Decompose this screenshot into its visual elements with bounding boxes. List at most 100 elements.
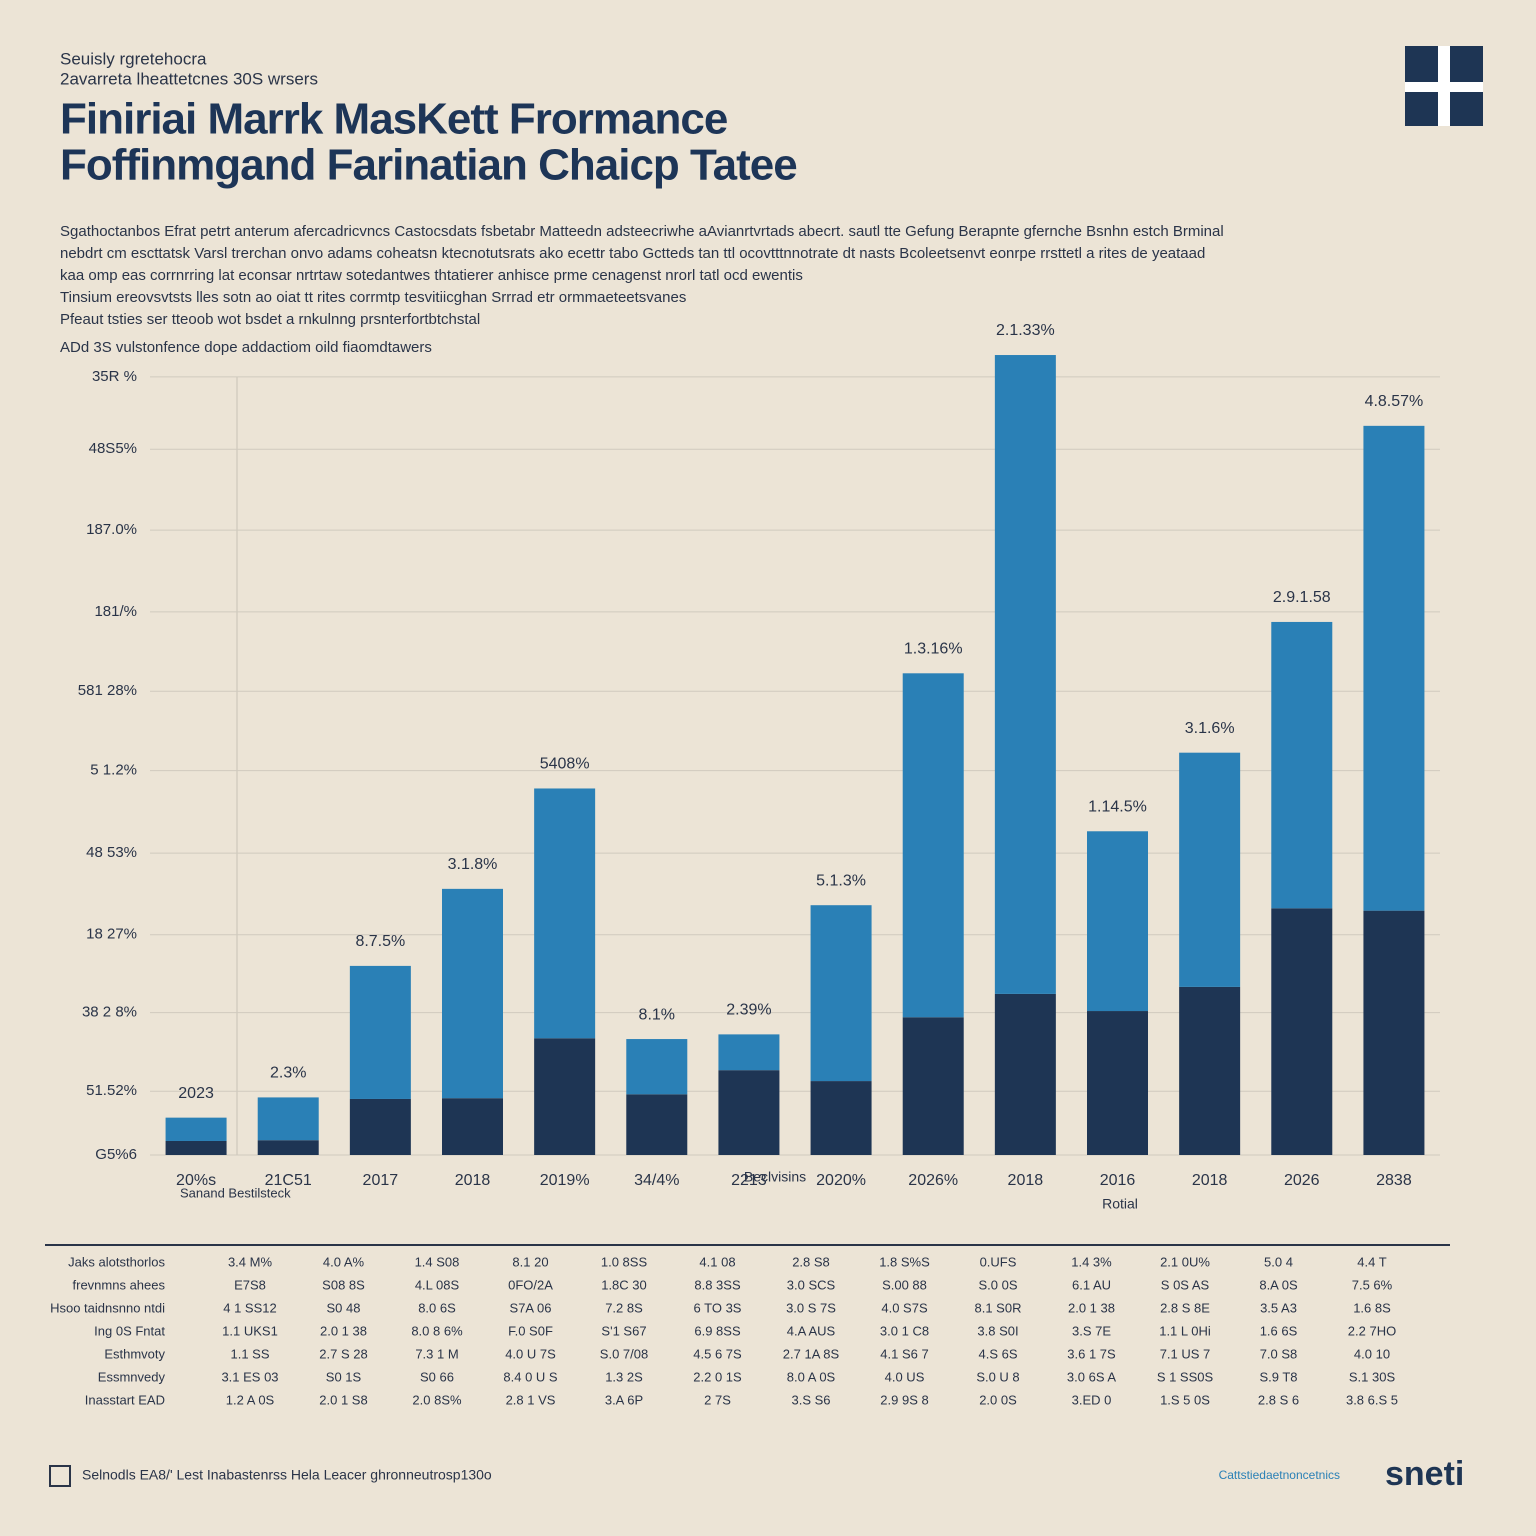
table-cell: 1.1 L 0Hi — [1159, 1323, 1211, 1338]
table-cell: 7.1 US 7 — [1160, 1346, 1211, 1361]
table-cell: 3.1 ES 03 — [221, 1369, 278, 1384]
row-label: Hsoo taidnsnno ntdi — [50, 1300, 165, 1315]
bar-segment — [902, 1017, 964, 1155]
table-cell: 2.8 1 VS — [506, 1392, 556, 1407]
table-cell: 6.9 8SS — [694, 1323, 741, 1338]
bar-label: 2.9.1.58 — [1273, 589, 1331, 606]
table-cell: 3.6 1 7S — [1067, 1346, 1116, 1361]
chart: G5%6 51.52% 38 2 8% 18 27% 48 53% 5 1.2% 581 2… — [78, 322, 1440, 1212]
table-cell: 7.3 1 M — [415, 1346, 458, 1361]
footer-link: Cattstiedaetnoncetnics — [1219, 1468, 1340, 1482]
x-tick-label: 34/4% — [634, 1172, 679, 1189]
bar-segment — [257, 1097, 319, 1141]
table-cell: 2.8 S8 — [792, 1254, 830, 1269]
row-label: Essmnvedy — [98, 1369, 166, 1384]
table-cell: S.00 88 — [882, 1277, 927, 1292]
footer-text: Selnodls EA8/' Lest Inabastenrss Hela Le… — [82, 1467, 492, 1483]
bar-segment — [349, 1098, 411, 1155]
bar-segment — [1087, 1011, 1148, 1155]
flag-icon — [1405, 46, 1483, 126]
bar-segment — [1179, 752, 1241, 987]
x-tick-label: 2016 — [1100, 1172, 1136, 1189]
x-tick-label: 2018 — [1192, 1172, 1228, 1189]
table-cell: 3.8 6.S 5 — [1346, 1392, 1398, 1407]
description-line: Sgathoctanbos Efrat petrt anterum aferca… — [60, 223, 1224, 240]
table-cell: 4.1 08 — [699, 1254, 735, 1269]
row-label: frevnmns ahees — [73, 1277, 166, 1292]
kicker: 2avarreta lheattetcnes 30S wrsers — [60, 69, 318, 88]
table-cell: 8.A 0S — [1259, 1277, 1298, 1292]
bar-segment — [994, 993, 1056, 1155]
table-cell: 4.0 US — [885, 1369, 925, 1384]
table-cell: 7.0 S8 — [1260, 1346, 1298, 1361]
table-cell: 3.S 7E — [1072, 1323, 1111, 1338]
table-cell: S.0 U 8 — [976, 1369, 1019, 1384]
x-tick-label: 2018 — [1008, 1172, 1044, 1189]
bar-segment — [442, 1098, 503, 1155]
table-cell: 4.4 T — [1357, 1254, 1386, 1269]
table-cell: 4.0 S7S — [881, 1300, 928, 1315]
y-tick-label: 581 28% — [78, 682, 137, 699]
bar-segment — [718, 1070, 780, 1155]
table-cell: 3.4 M% — [228, 1254, 273, 1269]
table-cell: 2.0 8S% — [412, 1392, 462, 1407]
x-tick-label: 2213 — [731, 1172, 767, 1189]
table-cell: 4.L 08S — [415, 1277, 460, 1292]
table-cell: S.9 T8 — [1259, 1369, 1297, 1384]
table-cell: 7.2 8S — [605, 1300, 643, 1315]
table-cell: 8.0 6S — [418, 1300, 456, 1315]
table-cell: E7S8 — [234, 1277, 266, 1292]
logo: sneti — [1385, 1455, 1464, 1493]
table-cell: S.1 30S — [1349, 1369, 1396, 1384]
table-cell: 1.S 5 0S — [1160, 1392, 1210, 1407]
x-tick-label: 2026 — [1284, 1172, 1320, 1189]
table-cell: 1.3 2S — [605, 1369, 643, 1384]
table-cell: 3.S S6 — [791, 1392, 830, 1407]
table-cell: 4.1 S6 7 — [880, 1346, 928, 1361]
table-cell: F.0 S0F — [508, 1323, 553, 1338]
table-cell: S'1 S67 — [601, 1323, 646, 1338]
bar-label: 2023 — [178, 1085, 214, 1102]
table-cell: 2.8 S 8E — [1160, 1300, 1210, 1315]
bar-label: 8.1% — [639, 1006, 675, 1023]
row-label: Esthmvoty — [104, 1346, 165, 1361]
table-cell: 1.8C 30 — [601, 1277, 647, 1292]
x-tick-label: 2017 — [363, 1172, 399, 1189]
table-cell: 2.0 1 38 — [320, 1323, 367, 1338]
table-cell: 5.0 4 — [1264, 1254, 1293, 1269]
description-line: Pfeaut tsties ser tteoob wot bsdet a rnk… — [60, 311, 480, 328]
row-label: Jaks alotsthorlos — [68, 1254, 165, 1269]
annotation: Beclvisins — [744, 1169, 806, 1185]
bar-label: 3.1.6% — [1185, 720, 1235, 737]
annotation: Rotial — [1102, 1196, 1138, 1212]
table-cell: 4.0 A% — [323, 1254, 365, 1269]
x-tick-label: 2838 — [1376, 1172, 1412, 1189]
bar-segment — [534, 788, 596, 1039]
bar-label: 1.14.5% — [1088, 798, 1147, 815]
table-cell: S.0 0S — [978, 1277, 1017, 1292]
x-tick-label: 21C51 — [265, 1172, 312, 1189]
table-cell: 2.7 S 28 — [319, 1346, 367, 1361]
bar-label: 1.3.16% — [904, 641, 963, 658]
table-cell: 8.0 A 0S — [787, 1369, 836, 1384]
table: Jaks alotsthorlos 3.4 M% 4.0 A% 1.4 S08 8.1 … — [50, 1254, 1398, 1407]
row-label: Inasstart EAD — [85, 1392, 165, 1407]
table-cell: 2 7S — [704, 1392, 731, 1407]
table-cell: 4.0 U 7S — [505, 1346, 556, 1361]
table-cell: 2.1 0U% — [1160, 1254, 1210, 1269]
table-cell: 8.4 0 U S — [503, 1369, 558, 1384]
bar-segment — [718, 1034, 780, 1071]
table-cell: S7A 06 — [510, 1300, 552, 1315]
table-cell: 1.1 UKS1 — [222, 1323, 278, 1338]
table-cell: 3.0 S 7S — [786, 1300, 836, 1315]
table-cell: 0.UFS — [980, 1254, 1017, 1269]
y-tick-label: 18 27% — [86, 926, 137, 943]
table-cell: 1.4 S08 — [415, 1254, 460, 1269]
bar-label: 8.7.5% — [355, 933, 405, 950]
table-cell: 0FO/2A — [508, 1277, 553, 1292]
description: Sgathoctanbos Efrat petrt anterum aferca… — [60, 223, 1224, 328]
bar-segment — [626, 1039, 688, 1095]
x-tick-label: 2020% — [816, 1172, 866, 1189]
table-cell: 1.0 8SS — [601, 1254, 648, 1269]
table-cell: S 0S AS — [1161, 1277, 1210, 1292]
